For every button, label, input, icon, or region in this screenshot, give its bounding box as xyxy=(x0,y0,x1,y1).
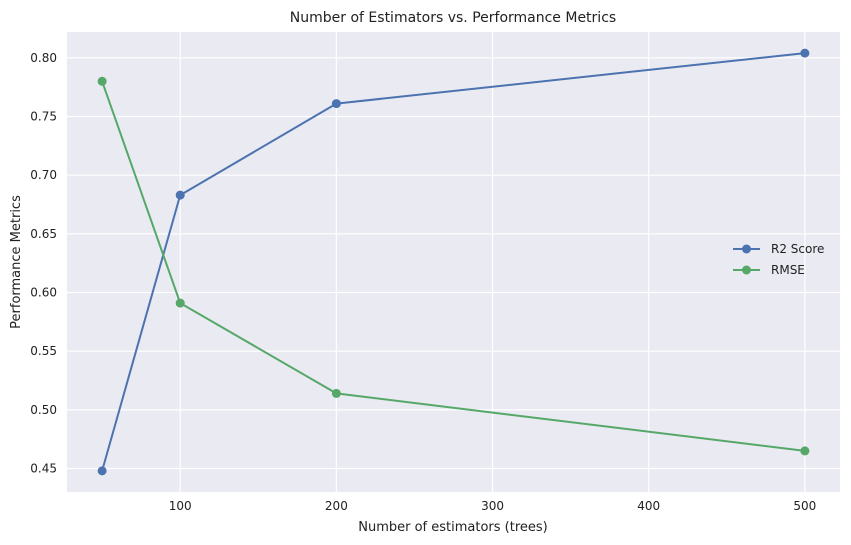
y-tick-label: 0.50 xyxy=(30,403,57,417)
series-lines xyxy=(101,52,806,472)
y-tick-label: 0.45 xyxy=(30,462,57,476)
x-tick-label: 100 xyxy=(169,499,192,513)
x-tick-label: 400 xyxy=(637,499,660,513)
y-axis-label: Performance Metrics xyxy=(9,195,24,329)
x-axis-ticks: 100 200 300 400 500 xyxy=(169,499,817,513)
x-axis-label: Number of estimators (trees) xyxy=(358,520,548,535)
r2-score-point xyxy=(97,466,107,476)
x-tick-label: 500 xyxy=(793,499,816,513)
legend: R2 Score RMSE xyxy=(733,242,824,277)
rmse-point xyxy=(175,298,185,308)
x-tick-label: 200 xyxy=(325,499,348,513)
y-tick-label: 0.70 xyxy=(30,168,57,182)
chart-title: Number of Estimators vs. Performance Met… xyxy=(290,10,616,26)
r2-score-line xyxy=(101,52,806,472)
x-tick-label: 300 xyxy=(481,499,504,513)
r2-score-point xyxy=(331,99,341,109)
y-tick-label: 0.80 xyxy=(30,51,57,65)
legend-r2-score-label: R2 Score xyxy=(771,242,824,256)
rmse-line xyxy=(101,80,806,452)
y-tick-label: 0.75 xyxy=(30,109,57,123)
y-tick-label: 0.55 xyxy=(30,344,57,358)
r2-score-point xyxy=(175,190,185,200)
r2-score-point xyxy=(800,48,810,58)
y-tick-label: 0.60 xyxy=(30,286,57,300)
grid xyxy=(67,32,840,492)
plot-area xyxy=(67,32,840,492)
legend-rmse-marker xyxy=(742,265,751,275)
rmse-point xyxy=(800,446,810,456)
rmse-point xyxy=(97,76,107,86)
series-points xyxy=(97,48,810,476)
legend-rmse-label: RMSE xyxy=(771,263,805,277)
y-axis-ticks: 0.45 0.50 0.55 0.60 0.65 0.70 0.75 0.80 xyxy=(30,51,57,476)
rmse-point xyxy=(331,388,341,398)
legend-r2-score-marker xyxy=(742,244,751,254)
y-tick-label: 0.65 xyxy=(30,227,57,241)
